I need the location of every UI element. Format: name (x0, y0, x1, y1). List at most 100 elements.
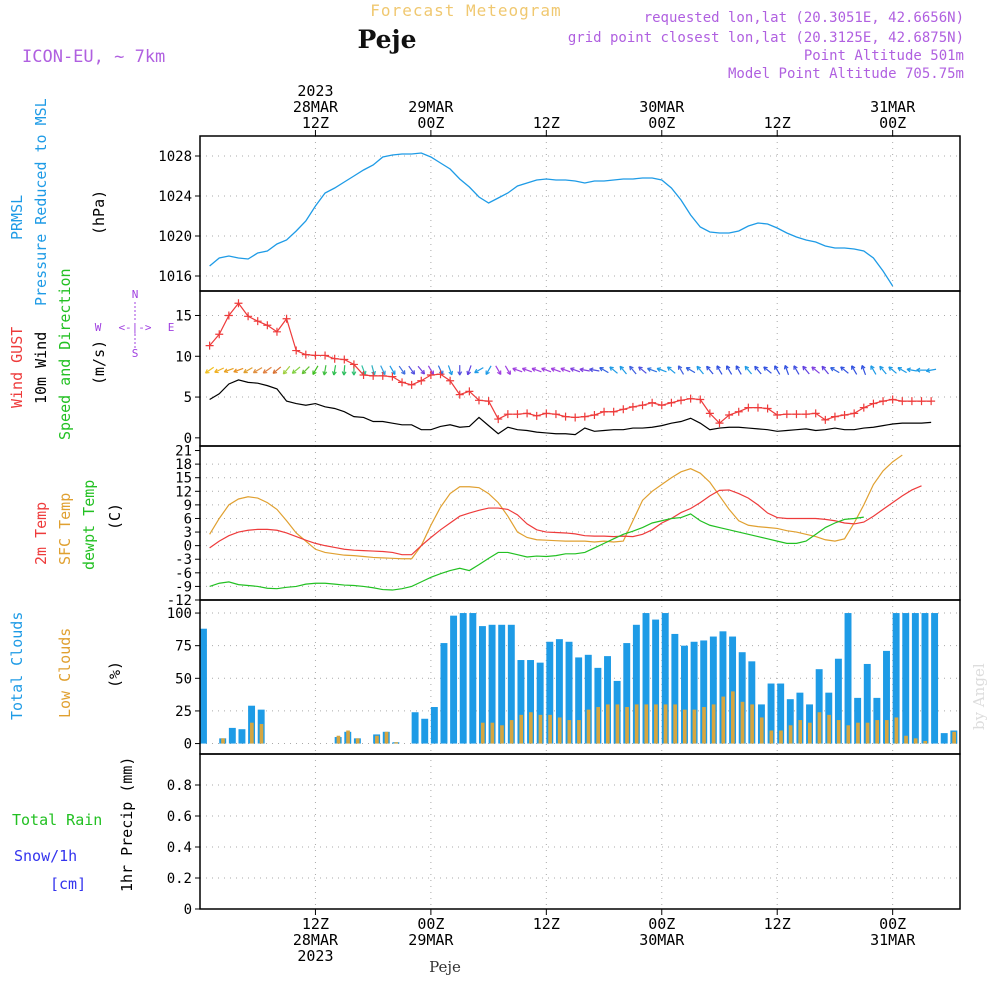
wind-unit: (m/s) (90, 340, 108, 385)
gust-marker (677, 396, 686, 405)
gust-marker (340, 355, 349, 364)
gust-marker (696, 395, 705, 404)
wind-arrow (512, 367, 523, 373)
total-cloud-bar (238, 729, 246, 744)
dewpt-temp-label: dewpt Temp (80, 480, 98, 570)
low-cloud-bar (846, 725, 851, 744)
wind-arrow-shaft (793, 365, 800, 375)
gust-marker (244, 312, 253, 321)
wind-arrow (485, 365, 492, 375)
gust-marker (359, 371, 368, 380)
gust-marker (253, 317, 262, 326)
low-cloud-bar (586, 709, 591, 744)
wind-arrow-head (353, 371, 357, 376)
total-cloud-bar (430, 707, 438, 744)
wind-arrow (888, 366, 897, 374)
wind-arrow-head (706, 366, 709, 371)
wind-arrow (252, 367, 263, 374)
wind-arrow (870, 365, 877, 375)
bottom-time-label: 00Z (879, 915, 906, 933)
wind-arrow-head (550, 368, 555, 372)
top-time-label: 28MAR (293, 98, 339, 116)
total-cloud-bar (459, 613, 467, 744)
gust-marker (532, 411, 541, 420)
wind-arrow (802, 365, 810, 375)
wind-arrow (879, 365, 887, 375)
gust-marker (830, 412, 839, 421)
wind-arrow-shaft (427, 365, 434, 375)
temp-tick-label: 18 (175, 457, 192, 473)
total-cloud-bar (883, 650, 890, 744)
low-cloud-bar (250, 722, 254, 744)
wind-arrow-head (744, 366, 747, 371)
low-cloud-bar (548, 714, 552, 744)
wind-arrow-shaft (647, 367, 658, 373)
precip-tick-label: 0 (184, 902, 192, 918)
gust-marker (859, 403, 868, 412)
temp-tick-label: 3 (184, 525, 192, 541)
wind-speed-dir-label: Speed and Direction (56, 268, 74, 440)
wind-arrow-shaft (579, 368, 590, 372)
wind-arrow-shaft (417, 365, 425, 375)
total-cloud-bar (421, 718, 429, 744)
wind-arrow (521, 367, 532, 373)
bottom-location: Peje (429, 958, 461, 976)
wind-arrow-shaft (380, 365, 386, 375)
sfc-temp-label: SFC Temp (56, 493, 74, 565)
gust-marker (850, 409, 859, 418)
bottom-time-label: 00Z (417, 915, 444, 933)
gust-marker (580, 412, 589, 421)
wind-arrow-head (802, 366, 805, 371)
gust-marker (465, 387, 474, 396)
gust-marker (349, 360, 358, 369)
gust-marker (263, 321, 272, 330)
gust-marker (648, 398, 657, 407)
wind-arrow (696, 365, 704, 375)
temp-tick-label: 6 (184, 511, 192, 527)
gust-marker (494, 415, 503, 424)
wind-arrow (550, 367, 561, 373)
total-cloud-bar (911, 613, 919, 744)
gust-marker (523, 409, 532, 418)
gust-marker (292, 346, 301, 355)
total-cloud-bar (488, 624, 496, 744)
wind-arrow (783, 364, 790, 376)
wind-arrow-head (599, 367, 603, 372)
wind-arrow-shaft (504, 365, 511, 375)
precip-tick-label: 0.4 (167, 840, 192, 856)
wind-arrow-shaft (223, 367, 234, 373)
total-cloud-bar (478, 626, 486, 744)
wind-arrow-head (579, 368, 584, 373)
wind-arrow-head (333, 371, 337, 376)
low-cloud-bar (490, 722, 495, 744)
wind-arrow-head (467, 371, 472, 376)
total-cloud-bar (815, 669, 823, 744)
wind-arrow-head (821, 366, 824, 371)
wind-arrow (793, 365, 800, 375)
wind-arrow-head (906, 368, 911, 373)
wind-arrow-shaft (851, 365, 858, 375)
wind-arrow-shaft (272, 366, 282, 374)
wind-arrow (312, 365, 319, 375)
wind-arrow-head (273, 371, 278, 374)
wind-arrow-head (609, 366, 612, 371)
temp-tick-label: -9 (175, 579, 192, 595)
total-cloud-bar (844, 613, 852, 744)
wind-arrow-head (560, 368, 564, 372)
pressure-tick-label: 1024 (158, 189, 192, 205)
gust-marker (744, 403, 753, 412)
gust-marker (628, 402, 637, 411)
wind-arrow (706, 365, 714, 375)
low-cloud-bar (865, 722, 870, 744)
wind-arrow-shaft (774, 365, 781, 375)
total-cloud-bar (498, 624, 506, 744)
total-clouds-label: Total Clouds (8, 612, 26, 720)
total-cloud-bar (854, 697, 862, 744)
wind-arrow (262, 366, 272, 374)
gust-marker (888, 395, 897, 404)
gust-marker (378, 371, 387, 380)
gust-marker (561, 412, 570, 421)
gust-marker (272, 327, 281, 336)
temp-tick-label: 15 (175, 471, 192, 487)
wind-arrow (744, 365, 753, 375)
